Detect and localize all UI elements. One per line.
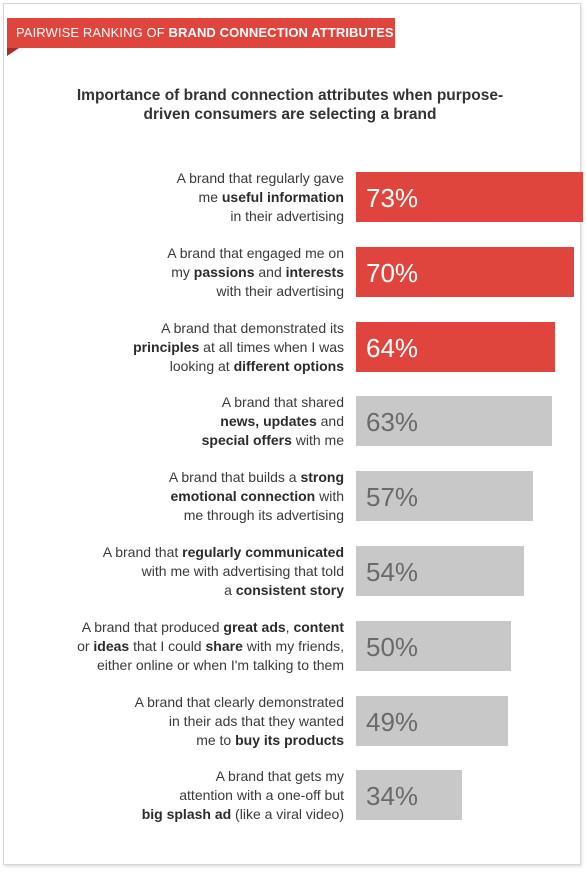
- chart-title: Importance of brand connection attribute…: [76, 87, 504, 123]
- bar: 63%: [356, 396, 552, 446]
- banner-prefix: PAIRWISE RANKING OF: [16, 25, 169, 40]
- bar-value-label: 63%: [366, 407, 419, 437]
- bar-label: A brand that demonstrated its principles …: [133, 319, 344, 374]
- bar-label: A brand that shared news, updates and spec…: [201, 393, 344, 448]
- bar: 34%: [356, 770, 462, 820]
- bar-label: A brand that clearly demonstrated in thei…: [134, 693, 344, 748]
- bar: 73%: [356, 172, 583, 222]
- bar-value-label: 57%: [366, 482, 419, 512]
- banner-fold: [7, 48, 19, 56]
- bar-value-label: 49%: [366, 707, 419, 737]
- bar: 64%: [356, 322, 555, 372]
- bar: 54%: [356, 546, 524, 596]
- bar-value-label: 73%: [366, 183, 419, 213]
- bar-value-label: 34%: [366, 781, 419, 811]
- bar-label: A brand that engaged me on my passions an…: [167, 244, 344, 299]
- bar-label: A brand that regularly communicated with …: [102, 543, 344, 598]
- bar-value-label: 64%: [366, 333, 419, 363]
- bar: 50%: [356, 621, 511, 671]
- bar-label: A brand that regularly gave me useful inf…: [176, 169, 344, 224]
- bar: 57%: [356, 471, 533, 521]
- banner-emphasis: BRAND CONNECTION ATTRIBUTES: [168, 25, 394, 40]
- bar-label: A brand that produced great ads, content…: [77, 618, 344, 673]
- bar-value-label: 70%: [366, 258, 419, 288]
- bar: 70%: [356, 247, 574, 297]
- bar: 49%: [356, 696, 508, 746]
- bar-label: A brand that gets my attention with a one…: [141, 767, 344, 822]
- bar-value-label: 50%: [366, 632, 419, 662]
- section-banner: PAIRWISE RANKING OF BRAND CONNECTION ATT…: [7, 18, 395, 48]
- bar-value-label: 54%: [366, 557, 419, 587]
- bar-label: A brand that builds a strong emotional co…: [168, 468, 344, 523]
